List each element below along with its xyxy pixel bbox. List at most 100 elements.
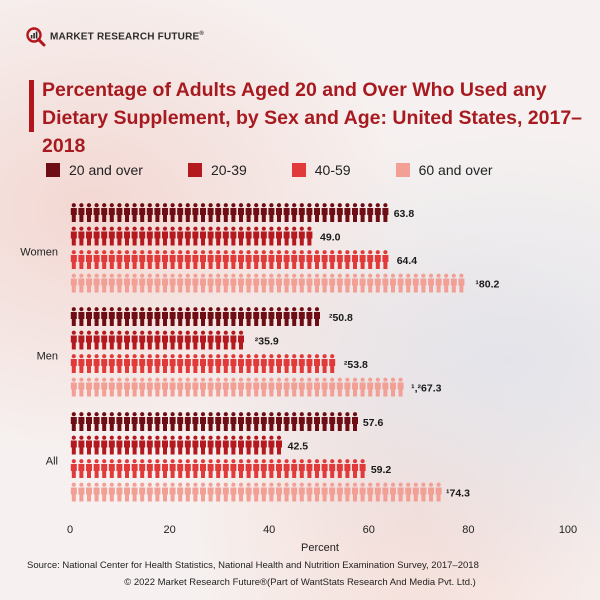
person-icon: [79, 459, 84, 464]
person-icon: [116, 359, 123, 373]
person-icon: [269, 307, 274, 312]
person-icon: [307, 226, 312, 231]
person-icon: [124, 203, 130, 208]
person-icon: [307, 459, 312, 464]
bar-men-40-59: [70, 354, 336, 373]
person-icon: [321, 278, 328, 293]
person-icon: [70, 312, 77, 326]
person-icon: [253, 464, 260, 478]
bar-women-60-and-over: [70, 273, 465, 293]
person-icon: [359, 464, 366, 478]
person-icon: [383, 482, 388, 487]
person-icon: [101, 359, 108, 373]
person-icon: [238, 377, 244, 382]
person-icon: [102, 226, 107, 231]
person-icon: [269, 482, 274, 487]
person-icon: [276, 417, 282, 431]
person-icon: [269, 273, 274, 278]
person-icon: [336, 255, 343, 269]
person-icon: [246, 459, 251, 464]
person-icon: [374, 382, 381, 397]
person-icon: [86, 417, 92, 431]
person-icon: [330, 354, 335, 359]
person-icon: [428, 487, 434, 502]
person-icon: [345, 482, 350, 487]
person-icon: [383, 377, 388, 382]
person-icon: [117, 459, 122, 464]
x-axis-label: Percent: [301, 542, 339, 554]
person-icon: [101, 440, 108, 455]
person-icon: [268, 208, 275, 222]
person-icon: [222, 335, 229, 350]
person-icon: [162, 377, 168, 382]
person-icon: [86, 330, 92, 335]
person-icon: [253, 440, 260, 455]
person-icon: [412, 278, 419, 293]
person-icon: [147, 226, 152, 231]
person-icon: [222, 312, 229, 326]
person-icon: [155, 226, 160, 231]
chart-title: Percentage of Adults Aged 20 and Over Wh…: [42, 79, 583, 157]
person-icon: [162, 464, 168, 478]
person-icon: [291, 208, 298, 222]
person-icon: [117, 273, 122, 278]
person-icon: [116, 312, 123, 326]
person-icon: [140, 412, 145, 417]
person-icon: [70, 359, 77, 373]
person-icon: [298, 382, 305, 397]
person-icon: [178, 412, 183, 417]
person-icon: [86, 203, 92, 208]
data-label: ¹80.2: [475, 279, 499, 291]
person-icon: [162, 231, 168, 246]
person-icon: [94, 307, 99, 312]
person-icon: [261, 412, 266, 417]
person-icon: [322, 377, 327, 382]
person-icon: [185, 203, 190, 208]
person-icon: [230, 312, 237, 326]
person-icon: [131, 208, 138, 222]
person-icon: [413, 273, 418, 278]
person-icon: [367, 278, 374, 293]
person-icon: [147, 250, 152, 255]
person-icon: [102, 330, 107, 335]
person-icon: [124, 487, 130, 502]
person-icon: [86, 307, 92, 312]
person-icon: [193, 330, 198, 335]
person-icon: [147, 273, 152, 278]
person-icon: [307, 307, 312, 312]
person-icon: [276, 250, 282, 255]
person-icon: [185, 273, 190, 278]
legend-label: 40-59: [314, 162, 351, 178]
person-icon: [78, 417, 85, 431]
person-icon: [101, 382, 108, 397]
person-icon: [306, 312, 313, 326]
person-icon: [359, 382, 366, 397]
person-icon: [132, 330, 137, 335]
person-icon: [246, 307, 251, 312]
data-label: ²35.9: [255, 336, 279, 348]
person-icon: [177, 359, 184, 373]
person-icon: [86, 255, 92, 269]
person-icon: [78, 208, 85, 222]
person-icon: [268, 278, 275, 293]
person-icon: [230, 359, 237, 373]
person-icon: [193, 203, 198, 208]
x-tick-label: 80: [462, 524, 474, 536]
person-icon: [269, 412, 274, 417]
person-icon: [192, 312, 199, 326]
person-icon: [192, 278, 199, 293]
person-icon: [321, 359, 328, 373]
person-icon: [254, 354, 259, 359]
legend-label: 20-39: [210, 162, 247, 178]
person-icon: [223, 435, 228, 440]
person-icon: [169, 464, 176, 478]
person-icon: [185, 377, 190, 382]
person-icon: [253, 359, 260, 373]
person-icon: [276, 487, 282, 502]
person-icon: [261, 354, 266, 359]
person-icon: [109, 250, 114, 255]
person-icon: [330, 377, 335, 382]
person-icon: [292, 307, 297, 312]
person-icon: [86, 354, 92, 359]
person-icon: [230, 417, 237, 431]
